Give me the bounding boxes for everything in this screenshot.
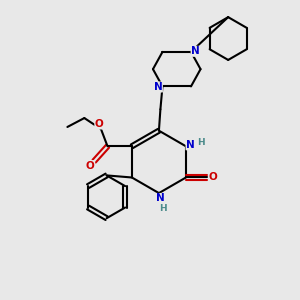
Text: N: N: [154, 82, 162, 92]
Text: H: H: [159, 204, 166, 213]
Text: O: O: [95, 119, 103, 129]
Text: N: N: [186, 140, 195, 150]
Text: O: O: [86, 160, 95, 171]
Text: H: H: [198, 138, 205, 147]
Text: N: N: [156, 194, 165, 203]
Text: O: O: [209, 172, 218, 182]
Text: N: N: [191, 46, 200, 56]
